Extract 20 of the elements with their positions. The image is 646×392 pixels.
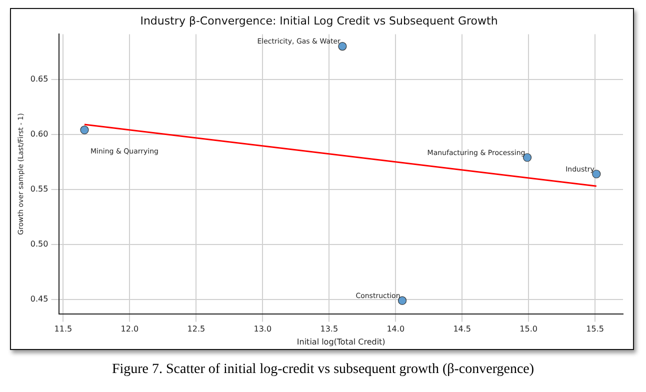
point xyxy=(80,126,89,134)
chart-title: Industry β-Convergence: Initial Log Credit vs Subsequent Growth xyxy=(140,14,498,28)
x-tick-label: 15.5 xyxy=(586,324,604,334)
caption: Figure 7. Scatter of initial log-credit vs subsequent growth (β-convergence) xyxy=(110,362,536,378)
point xyxy=(522,153,532,162)
y-tick-label: 0.45 xyxy=(30,294,48,304)
y-tick-label: 0.55 xyxy=(30,184,48,194)
x-tick-label: 12.0 xyxy=(120,324,139,334)
x-tick-label: 11.5 xyxy=(54,324,72,334)
x-tick-label: 13.0 xyxy=(254,324,272,334)
x-tick-label: 13.5 xyxy=(320,324,338,334)
point xyxy=(338,42,347,51)
x-tick-label: 12.5 xyxy=(187,324,206,334)
y-tick-label: 0.65 xyxy=(30,74,48,84)
y-tick-label: 0.50 xyxy=(30,240,48,249)
x-tick-label: 14.0 xyxy=(386,324,405,334)
y-tick-label: 0.60 xyxy=(30,129,48,138)
x-axis-title: Initial log(Total Credit) xyxy=(296,337,386,346)
x-tick-label: 15.0 xyxy=(520,324,538,334)
x-tick-label: 14.5 xyxy=(453,324,472,334)
